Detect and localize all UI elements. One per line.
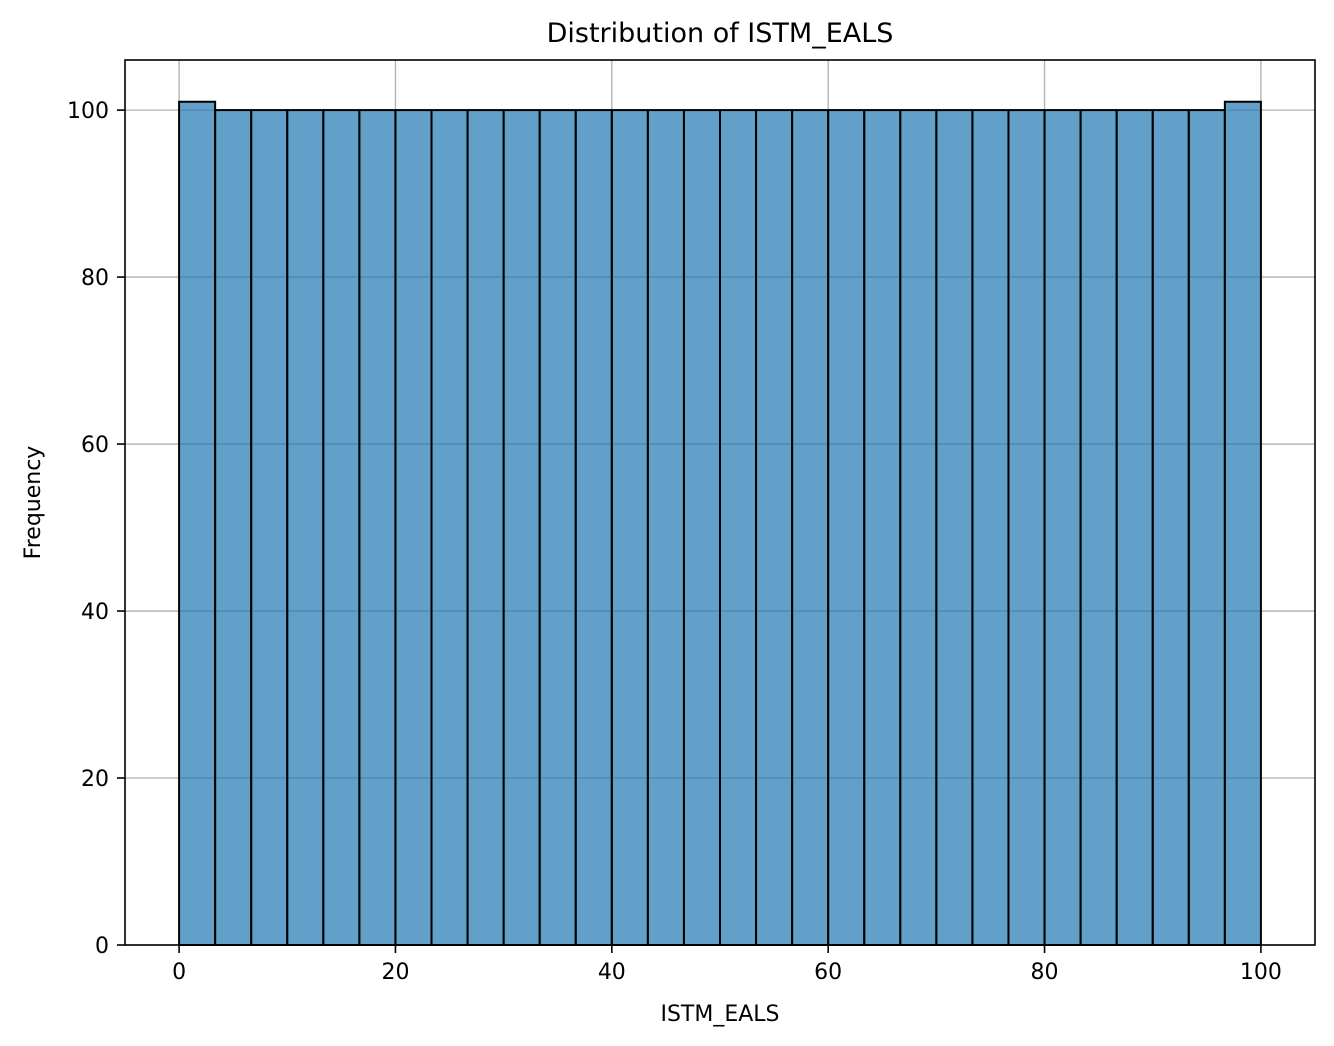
x-axis-label: ISTM_EALS bbox=[660, 1002, 779, 1027]
histogram-bar bbox=[1223, 100, 1262, 946]
plot-frame bbox=[124, 59, 1316, 946]
histogram-bar bbox=[214, 109, 253, 946]
histogram-bar bbox=[538, 109, 577, 946]
histogram-bar bbox=[935, 109, 974, 946]
y-tick-label: 40 bbox=[81, 600, 109, 625]
histogram-bar bbox=[250, 109, 289, 946]
histogram-bar bbox=[791, 109, 830, 946]
histogram-bar bbox=[286, 109, 325, 946]
y-tick-label: 20 bbox=[81, 767, 109, 792]
y-axis-label: Frequency bbox=[21, 446, 46, 560]
histogram-bar bbox=[610, 109, 649, 946]
histogram-bar bbox=[1151, 109, 1190, 946]
histogram-bar bbox=[899, 109, 938, 946]
histogram-bar bbox=[322, 109, 361, 946]
histogram-bars bbox=[178, 100, 1262, 946]
histogram-bar bbox=[574, 109, 613, 946]
x-tick-label: 100 bbox=[1240, 960, 1282, 985]
histogram-bar bbox=[178, 100, 217, 946]
x-tick-label: 60 bbox=[814, 960, 842, 985]
y-tick-label: 0 bbox=[95, 934, 109, 959]
x-tick-label: 80 bbox=[1031, 960, 1059, 985]
axis-ticks: 0 20 40 60 80 100 0 20 40 60 80 100 bbox=[67, 99, 1282, 985]
histogram-bar bbox=[1007, 109, 1046, 946]
histogram-bar bbox=[430, 109, 469, 946]
x-tick-label: 20 bbox=[381, 960, 409, 985]
x-tick-label: 40 bbox=[598, 960, 626, 985]
y-tick-label: 100 bbox=[67, 99, 109, 124]
histogram-bar bbox=[827, 109, 866, 946]
histogram-bar bbox=[358, 109, 397, 946]
histogram-bar bbox=[502, 109, 541, 946]
histogram-bar bbox=[466, 109, 505, 946]
x-tick-label: 0 bbox=[172, 960, 186, 985]
histogram-bar bbox=[1079, 109, 1118, 946]
histogram-bar bbox=[1043, 109, 1082, 946]
chart-title: Distribution of ISTM_EALS bbox=[547, 18, 894, 49]
histogram-bar bbox=[863, 109, 902, 946]
histogram-bar bbox=[1187, 109, 1226, 946]
y-tick-label: 60 bbox=[81, 433, 109, 458]
histogram-bar bbox=[971, 109, 1010, 946]
histogram-bar bbox=[394, 109, 433, 946]
y-tick-label: 80 bbox=[81, 266, 109, 291]
histogram-bar bbox=[682, 109, 721, 946]
histogram-bar bbox=[755, 109, 794, 946]
histogram-bar bbox=[719, 109, 758, 946]
histogram-bar bbox=[1115, 109, 1154, 946]
histogram-bar bbox=[646, 109, 685, 946]
